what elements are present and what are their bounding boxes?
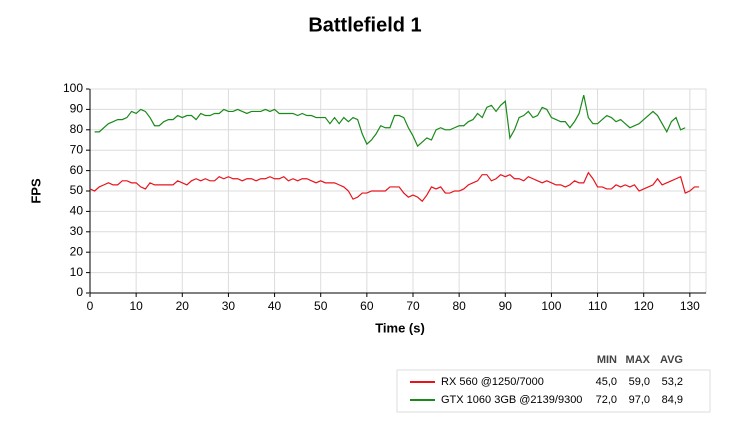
x-tick-label: 20 — [176, 299, 190, 313]
y-axis-label: FPS — [28, 178, 43, 204]
series-line — [89, 171, 700, 203]
x-tick-label: 40 — [268, 299, 282, 313]
y-tick-label: 80 — [70, 122, 84, 136]
x-tick-label: 120 — [634, 299, 654, 313]
y-tick-label: 100 — [63, 81, 83, 95]
y-tick-label: 40 — [70, 204, 84, 218]
x-tick-label: 50 — [314, 299, 328, 313]
x-tick-label: 30 — [222, 299, 236, 313]
legend-header: MIN — [597, 354, 617, 366]
legend-stat: 97,0 — [629, 394, 650, 406]
y-tick-label: 90 — [70, 102, 84, 116]
legend-stat: 72,0 — [596, 394, 617, 406]
y-tick-label: 10 — [70, 265, 84, 279]
y-tick-label: 70 — [70, 142, 84, 156]
y-tick-label: 60 — [70, 163, 84, 177]
x-tick-label: 0 — [87, 299, 94, 313]
legend-header: AVG — [660, 354, 683, 366]
legend-header: MAX — [626, 354, 651, 366]
chart-title: Battlefield 1 — [308, 14, 421, 36]
legend-label: GTX 1060 3GB @2139/9300 — [441, 394, 582, 406]
y-tick-label: 30 — [70, 224, 84, 238]
series-line — [94, 94, 686, 148]
legend-label: RX 560 @1250/7000 — [441, 376, 544, 388]
x-tick-label: 110 — [588, 299, 607, 313]
x-tick-label: 80 — [452, 299, 466, 313]
legend-stat: 84,9 — [662, 394, 683, 406]
legend-stat: 45,0 — [596, 376, 617, 388]
x-tick-label: 130 — [680, 299, 700, 313]
legend-stat: 59,0 — [629, 376, 650, 388]
x-tick-label: 70 — [406, 299, 420, 313]
legend-box — [396, 369, 711, 413]
legend-stat: 53,2 — [662, 376, 683, 388]
x-tick-label: 100 — [541, 299, 561, 313]
x-axis-label: Time (s) — [375, 320, 425, 335]
y-tick-label: 50 — [70, 183, 84, 197]
x-tick-label: 10 — [129, 299, 143, 313]
y-tick-label: 20 — [70, 244, 84, 258]
x-tick-label: 60 — [360, 299, 374, 313]
x-tick-label: 90 — [499, 299, 513, 313]
y-tick-label: 0 — [76, 285, 83, 299]
